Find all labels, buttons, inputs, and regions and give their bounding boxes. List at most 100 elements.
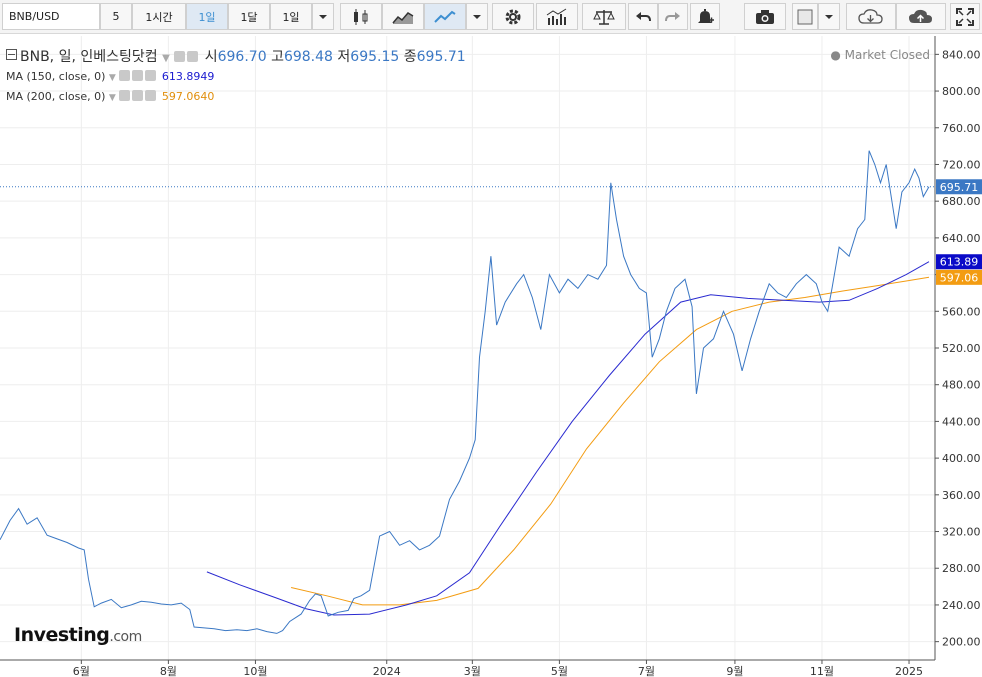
candlestick-button[interactable] [340, 3, 382, 30]
fullscreen-button[interactable] [950, 3, 980, 30]
y-tick-label: 280.00 [942, 562, 981, 575]
symbol-input[interactable]: BNB/USD [2, 3, 100, 30]
undo-button[interactable] [628, 3, 658, 30]
x-tick-label: 2024 [373, 665, 401, 677]
y-tick-label: 640.00 [942, 232, 981, 245]
chevron-down-icon[interactable]: ▼ [108, 93, 116, 103]
cloud-upload-icon [909, 9, 932, 23]
ma150-value-tag: 613.89 [936, 254, 982, 270]
x-tick-label: 9월 [726, 665, 743, 677]
ma200-last-label: 597.06 [940, 271, 979, 284]
color-picker-button[interactable] [792, 3, 818, 30]
x-tick-label: 3월 [464, 665, 481, 677]
open-label: 시 [204, 49, 218, 65]
line-chart-icon [434, 10, 456, 23]
screenshot-button[interactable] [744, 3, 786, 30]
ma150-last-label: 613.89 [940, 256, 979, 269]
open-value: 696.70 [217, 49, 267, 65]
ma200-value-tag: 597.06 [936, 269, 982, 285]
chart-gridlines [0, 36, 935, 660]
y-tick-label: 240.00 [942, 599, 981, 612]
ma150-legend: MA (150, close, 0) ▼ 613.8949 [6, 70, 214, 83]
indicators-icon [546, 8, 567, 25]
alert-button[interactable] [690, 3, 720, 30]
x-tick-label: 10월 [243, 665, 267, 677]
color-square-icon [797, 9, 813, 24]
y-tick-label: 400.00 [942, 452, 981, 465]
ohlc-legend: BNB, 일, 인베스팅닷컴 ▼ 시696.70 고698.48 저695.15… [6, 46, 466, 66]
y-tick-label: 760.00 [942, 122, 981, 135]
x-tick-label: 7월 [638, 665, 655, 677]
interval-5[interactable]: 5 [100, 3, 132, 30]
x-tick-label: 5월 [551, 665, 568, 677]
candlestick-icon [354, 8, 368, 25]
interval-1-day[interactable]: 1일 [186, 3, 228, 30]
x-axis-ticks: 6월 8월 10월 2024 3월 5월 7월 9월 11월 2025 [73, 660, 923, 677]
y-tick-label: 840.00 [942, 48, 981, 61]
gear-icon[interactable] [187, 51, 199, 62]
gear-icon[interactable] [132, 90, 144, 101]
x-tick-label: 8월 [160, 665, 177, 677]
high-label: 고 [271, 49, 284, 65]
close-value: 695.71 [416, 49, 466, 65]
chevron-down-icon[interactable]: ▼ [108, 73, 116, 83]
y-axis-ticks: 200.00 240.00 280.00 320.00 360.00 400.00 440.… [935, 48, 981, 649]
y-tick-label: 800.00 [942, 85, 981, 98]
ma200-legend: MA (200, close, 0) ▼ 597.0640 [6, 90, 214, 103]
close-label: 종 [403, 49, 417, 65]
chevron-down-icon[interactable]: ▼ [162, 53, 170, 64]
interval-dropdown[interactable] [312, 3, 334, 30]
interval-1-month[interactable]: 1달 [228, 3, 270, 30]
cloud-download-icon [858, 8, 883, 24]
compare-button[interactable] [582, 3, 626, 30]
fullscreen-icon [956, 7, 974, 26]
mountain-chart-icon [392, 11, 414, 24]
mountain-chart-button[interactable] [382, 3, 424, 30]
gear-icon[interactable] [132, 70, 144, 81]
eye-icon[interactable] [119, 70, 131, 81]
last-price-tag: 695.71 [936, 179, 982, 195]
investing-logo: Investing.com [14, 624, 142, 646]
logo-brand: Investing [14, 624, 110, 646]
save-chart-button[interactable] [896, 3, 946, 30]
scale-icon [593, 9, 615, 25]
chevron-down-icon [319, 14, 327, 19]
x-tick-label: 11월 [810, 665, 834, 677]
interval-1-hour[interactable]: 1시간 [132, 3, 186, 30]
close-icon[interactable] [145, 70, 157, 81]
undo-icon [636, 11, 651, 21]
ma200-series-line [290, 276, 930, 606]
camera-icon [756, 9, 774, 24]
y-tick-label: 680.00 [942, 195, 981, 208]
gear-icon [505, 9, 521, 24]
eye-icon[interactable] [174, 51, 186, 62]
y-tick-label: 200.00 [942, 636, 981, 649]
y-tick-label: 440.00 [942, 415, 981, 428]
low-value: 695.15 [350, 49, 400, 65]
y-tick-label: 320.00 [942, 526, 981, 539]
redo-button[interactable] [658, 3, 688, 30]
legend-title: BNB, 일, 인베스팅닷컴 [20, 49, 158, 65]
logo-suffix: .com [109, 629, 142, 645]
eye-icon[interactable] [119, 90, 131, 101]
chevron-down-icon [825, 14, 833, 19]
close-icon[interactable] [145, 90, 157, 101]
color-dropdown[interactable] [818, 3, 840, 30]
ma150-series-line [206, 261, 930, 616]
redo-icon [665, 11, 680, 21]
price-series-line [0, 150, 930, 634]
load-chart-button[interactable] [846, 3, 896, 30]
last-price-label: 695.71 [940, 181, 979, 194]
ma200-label: MA (200, close, 0) [6, 90, 106, 103]
line-chart-button[interactable] [424, 3, 466, 30]
chart-type-dropdown[interactable] [466, 3, 488, 30]
y-tick-label: 560.00 [942, 305, 981, 318]
interval-custom[interactable]: 1일 [270, 3, 312, 30]
y-tick-label: 480.00 [942, 379, 981, 392]
x-tick-label: 2025 [895, 665, 923, 677]
indicators-button[interactable] [536, 3, 578, 30]
settings-button[interactable] [492, 3, 534, 30]
collapse-legend-icon[interactable] [6, 49, 17, 60]
market-status: ● Market Closed [830, 48, 930, 62]
